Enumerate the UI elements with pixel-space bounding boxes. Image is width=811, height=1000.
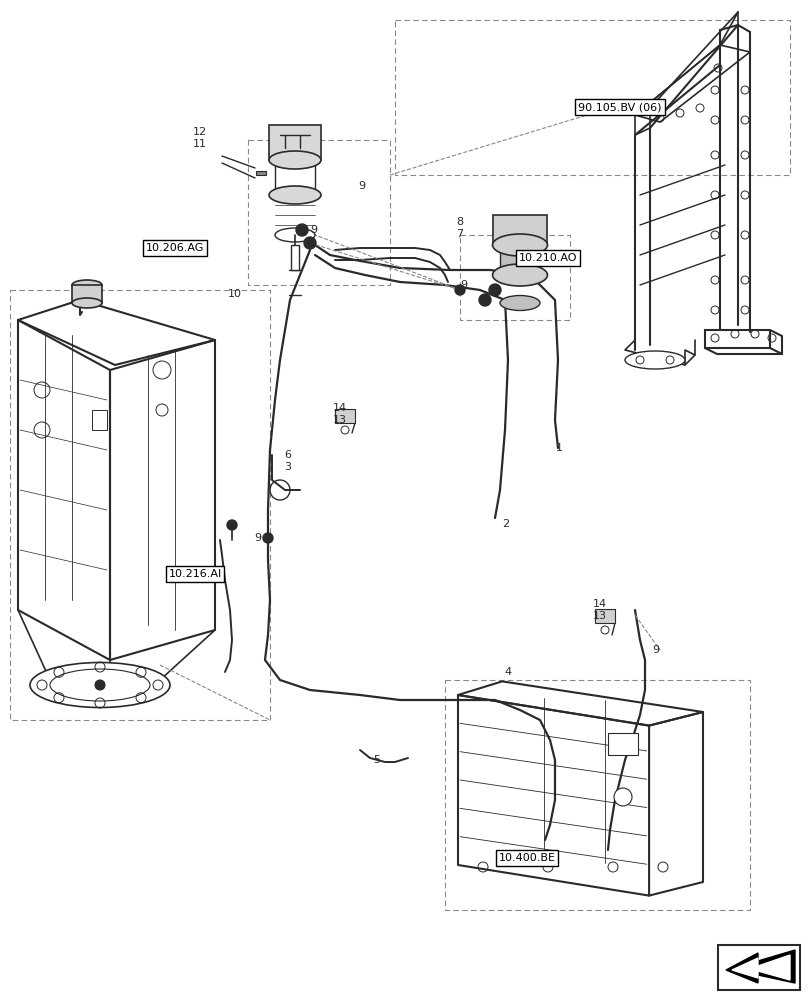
- Circle shape: [95, 680, 105, 690]
- Text: 8: 8: [456, 217, 462, 227]
- Ellipse shape: [624, 351, 684, 369]
- Text: 9: 9: [460, 280, 466, 290]
- Text: 2: 2: [501, 519, 508, 529]
- Ellipse shape: [72, 298, 102, 308]
- Bar: [275, 155, 315, 195]
- Text: 7: 7: [456, 229, 462, 239]
- Text: 3: 3: [284, 462, 290, 472]
- Bar: [717, 945, 799, 990]
- Text: 90.105.BV (06): 90.105.BV (06): [577, 102, 661, 112]
- Bar: [290, 245, 298, 270]
- Text: 10.400.BE: 10.400.BE: [498, 853, 555, 863]
- Text: 10.206.AG: 10.206.AG: [146, 243, 204, 253]
- Ellipse shape: [500, 296, 539, 310]
- Ellipse shape: [492, 234, 547, 256]
- Text: 1: 1: [556, 443, 562, 453]
- Text: 5: 5: [372, 755, 380, 765]
- Text: 13: 13: [333, 415, 346, 425]
- Circle shape: [488, 284, 500, 296]
- Polygon shape: [725, 950, 794, 983]
- Text: 10.216.AI: 10.216.AI: [168, 569, 221, 579]
- Bar: [268, 125, 320, 160]
- Ellipse shape: [268, 151, 320, 169]
- Bar: [72, 285, 102, 303]
- Ellipse shape: [50, 669, 150, 701]
- Circle shape: [296, 224, 307, 236]
- Text: 6: 6: [284, 450, 290, 460]
- Bar: [594, 609, 614, 623]
- Bar: [607, 732, 637, 754]
- Circle shape: [303, 237, 315, 249]
- Circle shape: [227, 520, 237, 530]
- Bar: [335, 409, 354, 423]
- Bar: [92, 410, 107, 430]
- Text: 12: 12: [193, 127, 207, 137]
- Text: 10.210.AO: 10.210.AO: [518, 253, 577, 263]
- Text: 10: 10: [228, 289, 242, 299]
- Bar: [492, 215, 547, 245]
- Text: 9: 9: [651, 645, 659, 655]
- Text: 9: 9: [254, 533, 261, 543]
- Ellipse shape: [613, 788, 631, 806]
- Text: 14: 14: [592, 599, 607, 609]
- Ellipse shape: [30, 662, 169, 708]
- Polygon shape: [731, 955, 789, 980]
- Circle shape: [263, 533, 272, 543]
- Text: 11: 11: [193, 139, 207, 149]
- Text: 13: 13: [592, 611, 607, 621]
- Bar: [255, 171, 266, 175]
- Text: 9: 9: [358, 181, 365, 191]
- Circle shape: [478, 294, 491, 306]
- Ellipse shape: [268, 186, 320, 204]
- Text: 14: 14: [333, 403, 346, 413]
- Ellipse shape: [492, 264, 547, 286]
- Bar: [500, 247, 539, 275]
- Text: 9: 9: [310, 225, 317, 235]
- Circle shape: [454, 285, 465, 295]
- Text: 4: 4: [504, 667, 510, 677]
- Ellipse shape: [275, 228, 315, 242]
- Ellipse shape: [72, 280, 102, 290]
